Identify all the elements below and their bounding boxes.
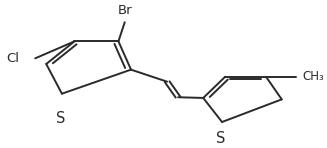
- Text: CH₃: CH₃: [302, 70, 324, 83]
- Text: S: S: [56, 111, 65, 126]
- Text: Cl: Cl: [7, 52, 20, 65]
- Text: Br: Br: [117, 4, 132, 17]
- Text: S: S: [216, 131, 225, 147]
